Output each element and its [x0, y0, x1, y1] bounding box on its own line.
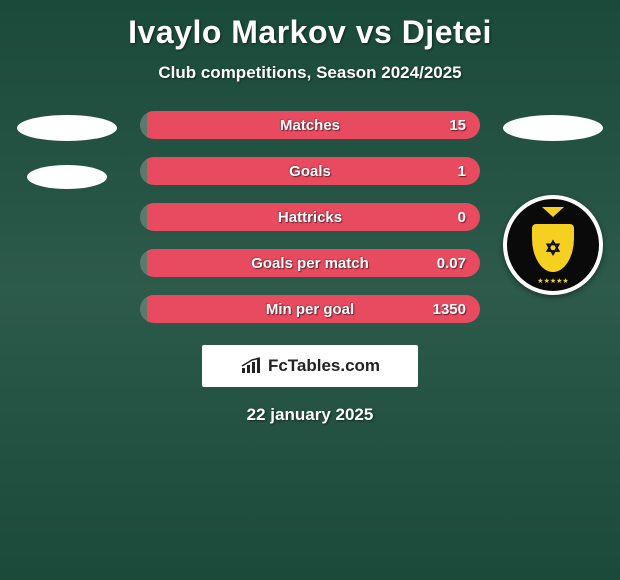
- left-player-avatar-placeholder: [17, 115, 117, 141]
- badge-stars: ★★★★★: [537, 277, 568, 285]
- footer-date: 22 january 2025: [0, 405, 620, 425]
- stat-value-right: 0: [458, 209, 466, 226]
- stat-value-right: 1350: [433, 301, 466, 318]
- stat-label: Goals per match: [251, 255, 369, 272]
- left-player-club-placeholder: [27, 165, 107, 189]
- badge-diamond-icon: [542, 207, 564, 221]
- badge-shield-icon: ✡: [532, 224, 574, 272]
- stat-label: Min per goal: [266, 301, 354, 318]
- stat-bar: Min per goal 1350: [140, 295, 480, 323]
- stat-bar: Matches 15: [140, 111, 480, 139]
- stat-label: Goals: [289, 163, 331, 180]
- brand-text: FcTables.com: [268, 356, 380, 376]
- badge-glyph: ✡: [545, 236, 562, 261]
- page-subtitle: Club competitions, Season 2024/2025: [0, 63, 620, 83]
- stat-value-right: 0.07: [437, 255, 466, 272]
- stat-value-right: 1: [458, 163, 466, 180]
- stat-bar: Goals 1: [140, 157, 480, 185]
- page-title: Ivaylo Markov vs Djetei: [0, 0, 620, 51]
- right-player-col: ✡ ★★★★★: [498, 111, 608, 295]
- stat-bar: Hattricks 0: [140, 203, 480, 231]
- right-player-avatar-placeholder: [503, 115, 603, 141]
- brand-badge: FcTables.com: [202, 345, 418, 387]
- left-player-col: [12, 111, 122, 189]
- stat-label: Matches: [280, 117, 340, 134]
- brand-chart-icon: [240, 357, 262, 375]
- stat-label: Hattricks: [278, 209, 342, 226]
- comparison-row: Matches 15 Goals 1 Hattricks 0 Goals per match…: [0, 111, 620, 323]
- stats-bars: Matches 15 Goals 1 Hattricks 0 Goals per match…: [140, 111, 480, 323]
- right-player-club-badge: ✡ ★★★★★: [503, 195, 603, 295]
- stat-value-right: 15: [449, 117, 466, 134]
- stat-bar: Goals per match 0.07: [140, 249, 480, 277]
